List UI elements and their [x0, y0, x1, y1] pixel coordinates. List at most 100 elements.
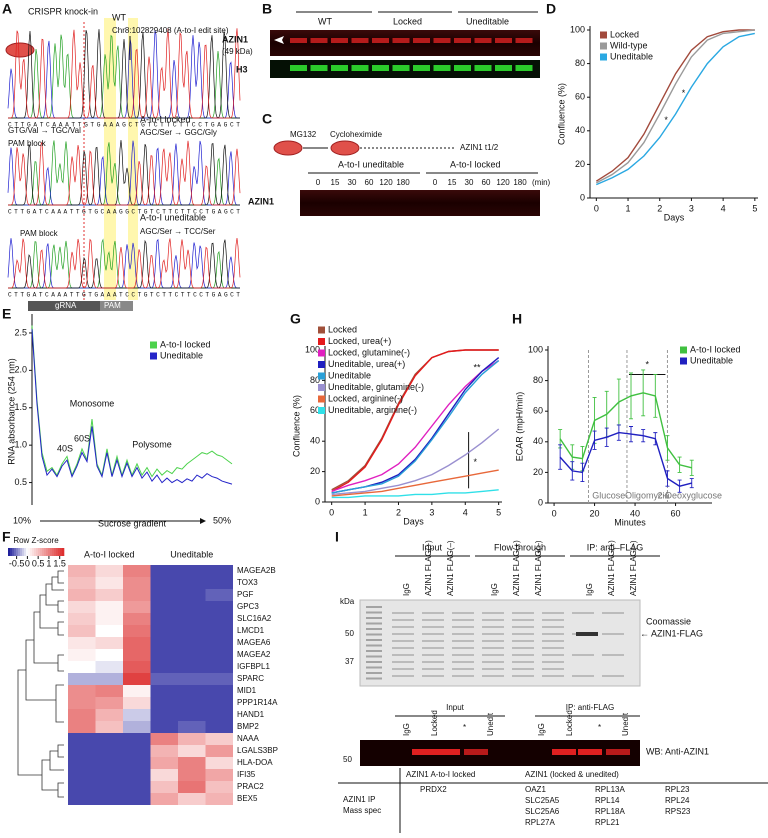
colorbar: [8, 548, 11, 556]
edit-note: GTG/Val → TGC/Val: [8, 126, 81, 135]
marker-band: [366, 606, 382, 608]
lane-band: [602, 675, 624, 677]
heat-cell: [123, 625, 151, 637]
y-tick-label: 0: [538, 497, 543, 507]
bands: [366, 606, 624, 680]
group-label: A-to-I uneditable: [338, 159, 404, 169]
lane-label: AZIN1 FLAG(+): [512, 540, 521, 596]
heat-cell: [150, 589, 178, 601]
gene-label: PGF: [237, 590, 254, 599]
series-line: [331, 469, 499, 497]
lane-label: Locked: [430, 710, 439, 736]
colorbar: [26, 548, 29, 556]
colorbar: [16, 548, 19, 556]
lane-band: [482, 626, 504, 628]
lane-band: [542, 626, 564, 628]
lane-band: [482, 640, 504, 642]
y-tick-label: 1.5: [14, 402, 27, 412]
lane-band: [542, 612, 564, 614]
step-label: Cycloheximide: [330, 130, 383, 139]
y-tick-label: 1.0: [14, 440, 27, 450]
legend-swatch: [680, 357, 687, 365]
x-tick-label: 2: [396, 507, 401, 517]
heatmap: MAGEA2B TOX3 PGF GPC3 SLC16A2 LMCD1 MAGEA6 MAGE…: [8, 536, 278, 805]
chromatograms: CTTGATCAAATTGTGAAAGCTGTCTTCTTCCTGAGCT CTT…: [7, 28, 241, 299]
band: [331, 65, 348, 71]
trace: [8, 237, 241, 289]
legend-label: Uneditable: [690, 355, 733, 365]
lane-band: [452, 626, 474, 628]
lane-band: [422, 654, 444, 656]
heat-cell: [95, 601, 123, 613]
lane-band: [602, 612, 624, 614]
annotation: 60S: [74, 434, 90, 444]
band: [310, 65, 328, 71]
heat-cell: [178, 589, 206, 601]
time-label: 120: [379, 178, 393, 187]
band: [495, 38, 512, 43]
error-bar: [689, 478, 694, 489]
colorbar: [50, 548, 53, 556]
panel-label: D: [546, 1, 556, 17]
x-tick-label: 1: [363, 507, 368, 517]
time-label: 180: [396, 178, 410, 187]
annotation: *: [474, 457, 478, 467]
edit-note: AGC/Ser → GGC/Gly: [140, 128, 217, 137]
band-label: ← AZIN1-FLAG: [640, 628, 703, 638]
series-line: [331, 428, 500, 496]
heat-cell: [95, 565, 123, 577]
x-tick-label: 5: [496, 507, 501, 517]
colorbar: [38, 548, 41, 556]
marker-band: [366, 677, 382, 680]
lane-band: [512, 668, 534, 670]
group-label: Locked: [393, 16, 422, 26]
heat-cell: [68, 745, 96, 757]
heat-cell: [68, 793, 96, 805]
lane-band: [542, 654, 564, 656]
table-header: AZIN1 A-to-I locked: [406, 770, 475, 779]
x-tick-label: 40: [630, 508, 640, 518]
grna-label: gRNA: [55, 301, 77, 310]
arrowhead: [274, 36, 284, 44]
legend-swatch: [150, 341, 157, 349]
colorbar: [44, 548, 47, 556]
legend-swatch: [318, 326, 325, 334]
series-line: [559, 392, 692, 469]
y-axis-label: RNA absorbance (254 nm): [6, 358, 16, 465]
y-tick-label: 40: [533, 436, 543, 446]
band: [331, 38, 348, 43]
y-tick-label: 0: [315, 496, 320, 506]
panel-label: C: [262, 111, 272, 127]
row-label: AZIN1 IP: [343, 795, 375, 804]
heat-cell: [68, 781, 96, 793]
heat-cell: [123, 793, 151, 805]
lane-band: [482, 675, 504, 677]
y-axis-label: Confluence (%): [556, 83, 566, 145]
gene-label: MID1: [237, 686, 257, 695]
legend-label: A-to-I locked: [690, 344, 741, 354]
injection-label: 2-Deoxyglucose: [657, 490, 722, 500]
colorbar: [14, 548, 17, 556]
legend-swatch: [318, 395, 325, 403]
annotation: 40S: [57, 443, 73, 453]
y-tick-label: 20: [533, 467, 543, 477]
annotation: *: [682, 88, 686, 98]
heat-cell: [205, 673, 233, 685]
heat-cell: [95, 625, 123, 637]
series-line: [595, 29, 755, 182]
legend-swatch: [680, 346, 687, 354]
gene-label: BEX5: [237, 794, 258, 803]
dish: [273, 140, 303, 156]
band: [392, 65, 410, 71]
gene-label: NAAA: [237, 734, 259, 743]
time-unit: (min): [532, 178, 551, 187]
dendrogram: [17, 570, 64, 798]
marker-band: [366, 661, 382, 663]
marker-band: [366, 611, 382, 614]
readout-label: AZIN1 t1/2: [460, 143, 499, 152]
lane-band: [392, 640, 414, 642]
heat-cell: [95, 721, 123, 733]
legend-label: A-to-I locked: [160, 339, 211, 349]
colorbar: [30, 548, 33, 556]
